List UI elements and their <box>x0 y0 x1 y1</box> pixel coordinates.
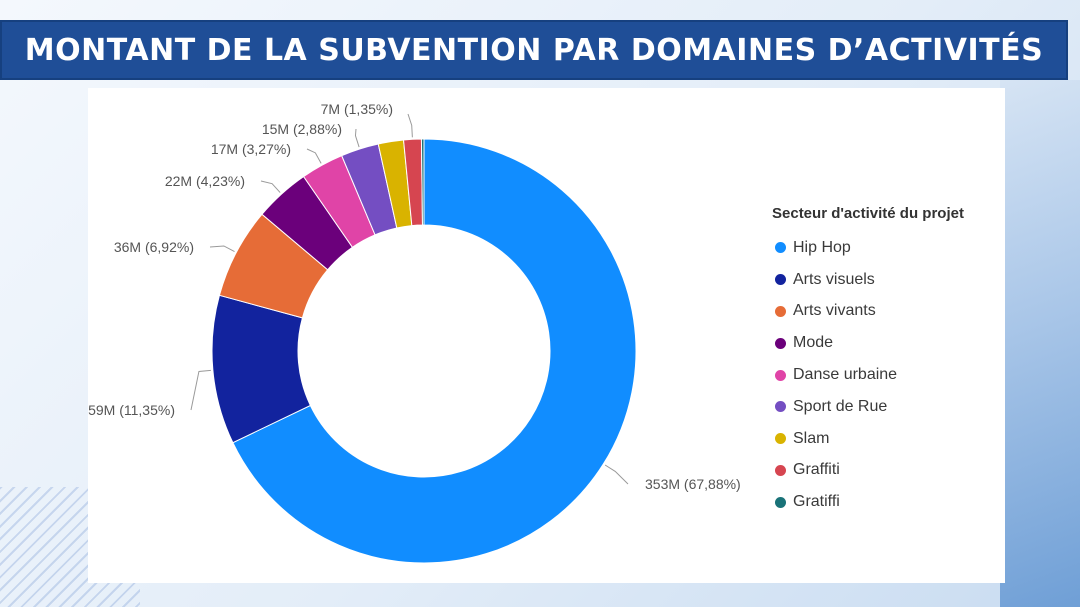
donut-chart: 353M (67,88%) 59M (11,35%) 36M (6,92%) 22M … <box>88 101 741 564</box>
leader-line-danse-urbaine <box>306 148 322 164</box>
background-decoration-right <box>1000 80 1080 607</box>
data-label-graffiti: 7M (1,35%) <box>321 101 393 117</box>
legend-item-mode[interactable]: Mode <box>772 327 964 359</box>
legend-title: Secteur d'activité du projet <box>772 205 964 222</box>
legend-item-danse-urbaine[interactable]: Danse urbaine <box>772 359 964 391</box>
legend-item-gratiffi[interactable]: Gratiffi <box>772 486 964 518</box>
legend-label-gratiffi: Gratiffi <box>793 493 840 511</box>
leader-line-arts-visuels <box>190 369 211 411</box>
legend-item-arts-vivants[interactable]: Arts vivants <box>772 296 964 328</box>
legend-item-graffiti[interactable]: Graffiti <box>772 455 964 487</box>
leader-line-arts-vivants <box>209 245 235 252</box>
legend-marker-hip-hop <box>775 242 786 254</box>
leader-line-graffiti <box>407 113 413 138</box>
legend-marker-gratiffi <box>775 496 786 508</box>
legend-item-hip-hop[interactable]: Hip Hop <box>772 232 964 264</box>
legend-item-sport-de-rue[interactable]: Sport de Rue <box>772 391 964 423</box>
legend-label-danse-urbaine: Danse urbaine <box>793 366 898 384</box>
legend-label-mode: Mode <box>793 334 834 352</box>
legend-items: Hip Hop Arts visuels Arts vivants Mode Danse… <box>772 232 964 518</box>
legend-label-arts-vivants: Arts vivants <box>793 302 876 320</box>
legend-marker-arts-vivants <box>775 305 786 317</box>
legend-marker-graffiti <box>775 464 786 476</box>
legend-label-arts-visuels: Arts visuels <box>793 270 875 288</box>
leader-line-sport-de-rue <box>354 128 360 148</box>
legend-marker-slam <box>775 433 786 445</box>
data-label-arts-visuels: 59M (11,35%) <box>88 402 175 418</box>
slice-gratiffi[interactable] <box>420 138 425 226</box>
data-label-sport-de-rue: 15M (2,88%) <box>262 121 342 137</box>
leader-line-mode <box>260 180 281 193</box>
data-label-danse-urbaine: 17M (3,27%) <box>211 141 291 157</box>
legend-label-graffiti: Graffiti <box>793 461 840 479</box>
leader-line-hip-hop <box>604 464 629 485</box>
legend-marker-mode <box>775 337 786 349</box>
page-title: MONTANT DE LA SUBVENTION PAR DOMAINES D’… <box>24 32 1044 68</box>
title-banner: MONTANT DE LA SUBVENTION PAR DOMAINES D’… <box>0 20 1068 80</box>
legend-item-slam[interactable]: Slam <box>772 423 964 455</box>
legend-marker-danse-urbaine <box>775 369 786 381</box>
data-label-hip-hop: 353M (67,88%) <box>645 476 741 492</box>
legend-marker-sport-de-rue <box>775 401 786 413</box>
legend-label-sport-de-rue: Sport de Rue <box>793 397 888 415</box>
slice-hip-hop[interactable] <box>232 138 637 564</box>
chart-legend: Secteur d'activité du projet Hip Hop Arts… <box>772 205 964 518</box>
legend-item-arts-visuels[interactable]: Arts visuels <box>772 264 964 296</box>
legend-marker-arts-visuels <box>775 274 786 286</box>
chart-panel: 353M (67,88%) 59M (11,35%) 36M (6,92%) 22M … <box>88 88 1005 583</box>
legend-label-slam: Slam <box>793 429 830 447</box>
data-label-mode: 22M (4,23%) <box>165 173 245 189</box>
legend-label-hip-hop: Hip Hop <box>793 238 851 256</box>
data-label-arts-vivants: 36M (6,92%) <box>114 239 194 255</box>
